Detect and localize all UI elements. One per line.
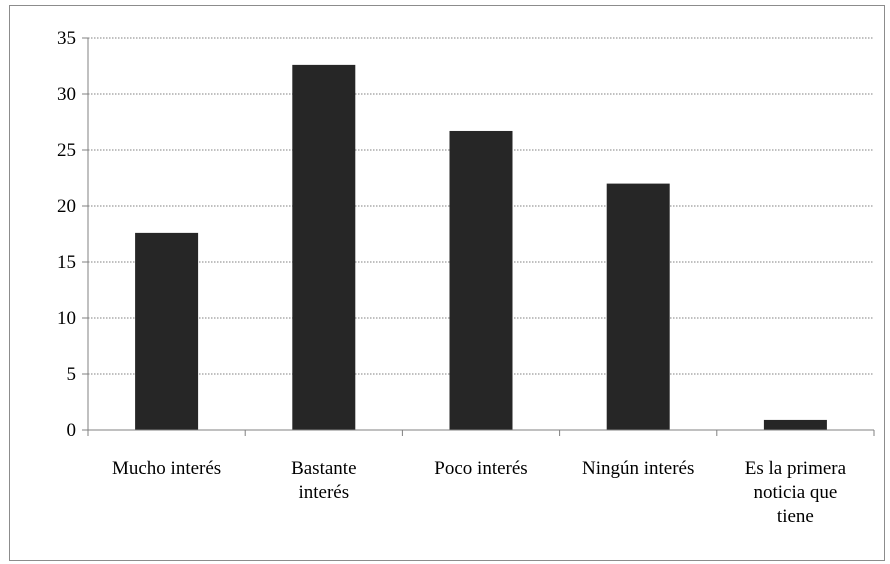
y-tick-label: 35 [57,28,76,49]
x-category-label-line: Mucho interés [112,458,221,479]
y-tick-label: 30 [57,84,76,105]
x-category-label: Es la primera noticia que tiene [745,458,847,527]
bar [135,232,199,430]
axes [82,37,875,436]
bar [763,419,827,430]
x-category-label-line: interés [298,482,349,503]
x-category-label: Poco interés [434,458,527,479]
bar [292,64,356,430]
y-tick-label: 25 [57,140,76,161]
x-category-label-line: Poco interés [434,458,527,479]
x-category-label: Ningún interés [582,458,694,479]
x-category-label-line: tiene [777,506,814,527]
x-category-label: Mucho interés [112,458,221,479]
y-tick-label: 10 [57,308,76,329]
bar [606,183,670,430]
x-category-label-line: Ningún interés [582,458,694,479]
x-category-label-line: Es la primera [745,458,847,479]
y-tick-label: 5 [67,364,77,385]
x-category-label-line: noticia que [753,482,837,503]
x-category-label-line: Bastante [291,458,356,479]
x-tick-labels: Mucho interés Bastante interés Poco interés… [112,458,847,527]
bars [135,64,827,430]
y-tick-label: 20 [57,196,76,217]
y-tick-label: 0 [67,420,77,441]
y-tick-label: 15 [57,252,76,273]
y-tick-labels: 0 5 10 15 20 25 30 35 [57,28,76,441]
x-category-label: Bastante interés [291,458,356,503]
bar [449,130,513,430]
